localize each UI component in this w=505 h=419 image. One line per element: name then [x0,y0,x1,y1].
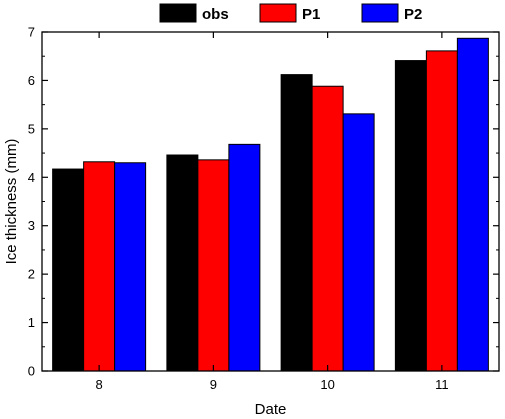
legend-swatch-p2 [361,3,399,23]
bar-p2-9 [228,143,261,372]
bar-p2-8 [114,162,147,372]
y-tick-label: 1 [28,315,35,330]
y-tick-label: 7 [28,25,35,40]
bars [52,37,489,372]
bar-obs-10 [280,74,313,372]
x-tick-label: 8 [96,377,103,392]
x-tick-label: 11 [435,377,449,392]
y-tick-label: 4 [28,170,35,185]
bar-p2-11 [456,37,489,372]
bar-obs-11 [394,60,427,372]
legend: obs P1 P2 [159,3,422,23]
bar-p2-10 [342,113,375,372]
y-tick-label: 3 [28,218,35,233]
x-tick-label: 9 [210,377,217,392]
x-tick-label: 10 [320,377,334,392]
ticks: 0 1 2 3 4 5 6 7 8 9 10 11 [28,25,499,392]
x-axis-label: Date [255,401,287,418]
bar-p1-11 [425,50,458,372]
bar-p1-9 [197,159,230,372]
y-tick-label: 6 [28,73,35,88]
legend-label-obs: obs [202,6,229,23]
legend-label-p1: P1 [302,6,320,23]
bar-p1-10 [311,85,344,372]
bar-obs-8 [52,168,85,372]
legend-swatch-obs [159,3,197,23]
legend-label-p2: P2 [404,6,422,23]
y-axis-label: Ice thickness (mm) [3,139,20,265]
y-tick-label: 2 [28,267,35,282]
bar-obs-9 [166,154,199,372]
bar-p1-8 [83,161,116,372]
y-tick-label: 0 [28,364,35,379]
legend-swatch-p1 [259,3,297,23]
y-tick-label: 5 [28,121,35,136]
